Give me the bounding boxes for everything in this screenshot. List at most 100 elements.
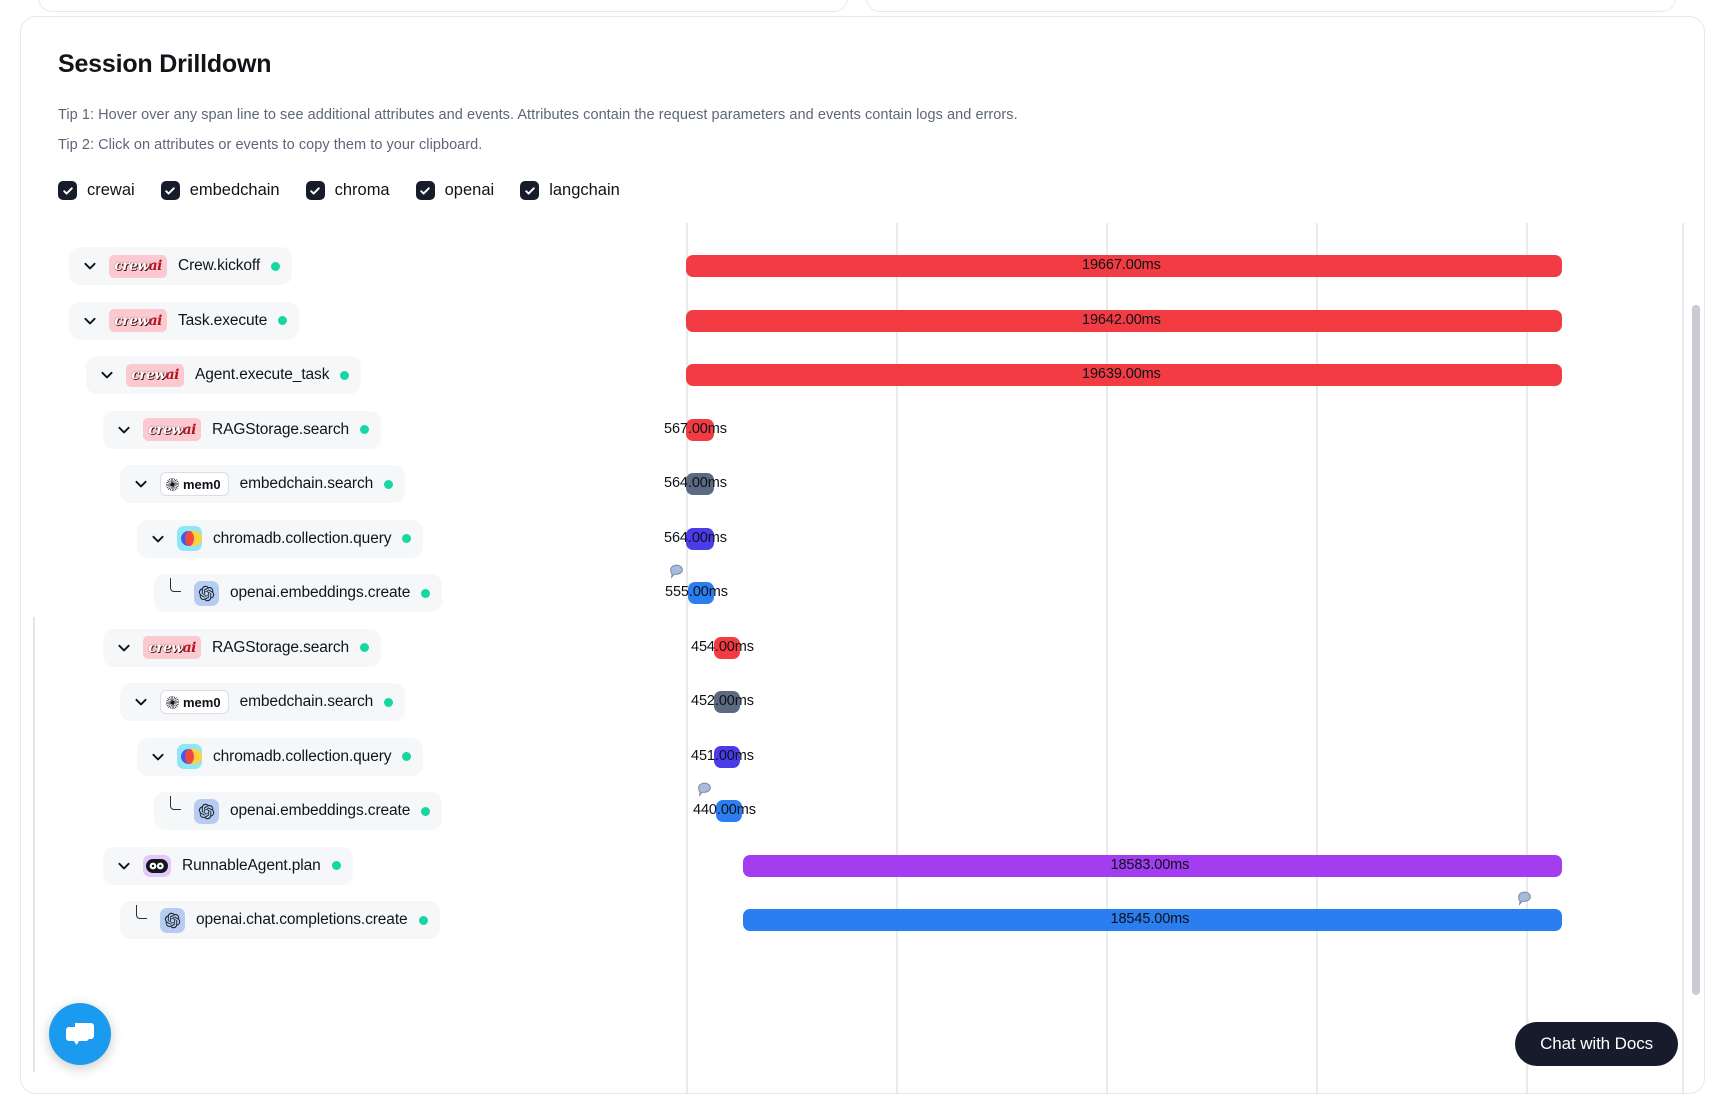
filter-item-embedchain[interactable]: embedchain: [160, 181, 280, 200]
filter-item-crewai[interactable]: crewai: [58, 181, 135, 200]
filter-item-langchain[interactable]: langchain: [520, 181, 620, 200]
span-duration-bar[interactable]: [743, 854, 1562, 877]
span-tree-column: crew ai Crew.kickoff crew ai Task.execute crew…: [21, 223, 686, 1093]
check-icon: [524, 186, 535, 195]
chevron-down-icon[interactable]: [113, 419, 135, 441]
summary-card-right: [866, 0, 1676, 12]
chevron-down-icon[interactable]: [147, 528, 169, 550]
span-event-bubble-icon[interactable]: [1516, 890, 1533, 907]
filter-item-openai[interactable]: openai: [415, 181, 495, 200]
crewai-icon: crew ai: [143, 636, 201, 659]
span-tree-row[interactable]: openai.embeddings.create: [154, 792, 443, 830]
span-duration-bar[interactable]: [686, 364, 1562, 386]
vertical-scrollbar-thumb[interactable]: [1692, 305, 1700, 995]
checkbox-langchain[interactable]: [520, 181, 540, 200]
span-duration-bar[interactable]: [686, 418, 714, 441]
filter-label-embedchain: embedchain: [189, 181, 280, 199]
crewai-icon: crew ai: [126, 363, 184, 387]
page-title: Session Drilldown: [58, 50, 272, 78]
chevron-down-icon[interactable]: [130, 691, 152, 713]
service-filter-row: crewai embedchain chroma openai langchain: [58, 181, 646, 200]
checkbox-openai[interactable]: [415, 181, 435, 200]
checkbox-chroma[interactable]: [305, 181, 325, 200]
checkbox-embedchain[interactable]: [160, 181, 180, 200]
chevron-down-icon[interactable]: [113, 855, 135, 877]
check-icon: [420, 186, 430, 195]
check-icon: [165, 186, 175, 195]
span-duration-bar[interactable]: [686, 255, 1562, 277]
status-dot-ok: [360, 643, 370, 652]
filter-label-crewai: crewai: [87, 181, 135, 199]
crewai-icon: crew ai: [109, 309, 167, 332]
span-duration-bar[interactable]: [743, 909, 1562, 931]
status-dot-ok: [418, 915, 428, 925]
chevron-down-icon[interactable]: [79, 255, 101, 277]
span-name-label: Task.execute: [178, 311, 268, 329]
panel-edge-divider: [33, 617, 35, 1072]
tree-elbow-connector: [130, 905, 152, 931]
session-drilldown-panel: Session Drilldown Tip 1: Hover over any …: [20, 16, 1705, 1094]
timeline-gridline: [896, 223, 898, 1093]
chat-with-docs-button[interactable]: Chat with Docs: [1515, 1022, 1678, 1066]
mem0-icon: mem0: [160, 690, 229, 714]
span-tree-row[interactable]: chromadb.collection.query: [137, 519, 424, 558]
tree-elbow-connector: [164, 578, 186, 604]
span-name-label: embedchain.search: [239, 475, 374, 492]
status-dot-ok: [331, 861, 341, 870]
span-tree-row[interactable]: crew ai Crew.kickoff: [69, 247, 293, 285]
span-duration-bar[interactable]: [714, 636, 740, 659]
chevron-down-icon[interactable]: [113, 637, 135, 659]
filter-label-chroma: chroma: [334, 181, 390, 199]
span-tree-row[interactable]: mem0 embedchain.search: [120, 683, 406, 721]
span-tree-row[interactable]: openai.chat.completions.create: [120, 901, 440, 939]
check-icon: [310, 186, 320, 195]
openai-icon: [194, 798, 219, 824]
span-tree-row[interactable]: crew ai RAGStorage.search: [103, 410, 382, 449]
status-dot-ok: [340, 370, 350, 380]
span-duration-bar[interactable]: [686, 527, 714, 550]
langchain-icon: [143, 854, 171, 877]
chroma-icon: [177, 526, 202, 551]
span-event-bubble-icon[interactable]: [696, 781, 713, 798]
crewai-icon: crew ai: [143, 418, 201, 441]
chevron-down-icon[interactable]: [79, 310, 101, 332]
span-duration-bar[interactable]: [688, 582, 714, 604]
span-name-label: openai.chat.completions.create: [196, 911, 408, 928]
span-duration-bar[interactable]: [716, 800, 742, 822]
status-dot-ok: [271, 261, 281, 271]
span-name-label: Crew.kickoff: [178, 257, 261, 274]
status-dot-ok: [421, 806, 431, 816]
top-cards-strip: [0, 0, 1725, 14]
chevron-down-icon[interactable]: [96, 364, 118, 386]
filter-label-langchain: langchain: [549, 181, 620, 199]
status-dot-ok: [384, 479, 394, 489]
span-tree-row[interactable]: crew ai Task.execute: [69, 301, 300, 340]
chroma-icon: [177, 744, 202, 769]
span-tree-row[interactable]: chromadb.collection.query: [137, 737, 424, 776]
span-tree-row[interactable]: RunnableAgent.plan: [103, 846, 353, 885]
span-tree-row[interactable]: mem0 embedchain.search: [120, 465, 406, 503]
timeline-gridline: [1316, 223, 1318, 1093]
span-name-label: embedchain.search: [239, 693, 374, 710]
span-tree-row[interactable]: openai.embeddings.create: [154, 574, 443, 612]
mem0-icon: mem0: [160, 472, 229, 496]
filter-label-openai: openai: [444, 181, 495, 199]
span-duration-bar[interactable]: [686, 473, 714, 495]
chat-widget-button[interactable]: [49, 1003, 111, 1065]
span-name-label: openai.embeddings.create: [230, 584, 411, 601]
span-event-bubble-icon[interactable]: [668, 563, 685, 580]
status-dot-ok: [421, 588, 431, 598]
check-icon: [62, 186, 73, 195]
span-tree-row[interactable]: crew ai Agent.execute_task: [86, 356, 362, 394]
chevron-down-icon[interactable]: [147, 746, 169, 768]
checkbox-crewai[interactable]: [58, 181, 77, 200]
span-duration-bar[interactable]: [686, 309, 1562, 332]
chevron-down-icon[interactable]: [130, 473, 152, 495]
span-tree-row[interactable]: crew ai RAGStorage.search: [103, 628, 382, 667]
span-duration-bar[interactable]: [714, 745, 740, 768]
filter-item-chroma[interactable]: chroma: [305, 181, 390, 200]
openai-icon: [194, 580, 219, 606]
crewai-icon: crew ai: [109, 254, 167, 278]
openai-icon: [160, 907, 185, 933]
span-duration-bar[interactable]: [714, 691, 740, 713]
